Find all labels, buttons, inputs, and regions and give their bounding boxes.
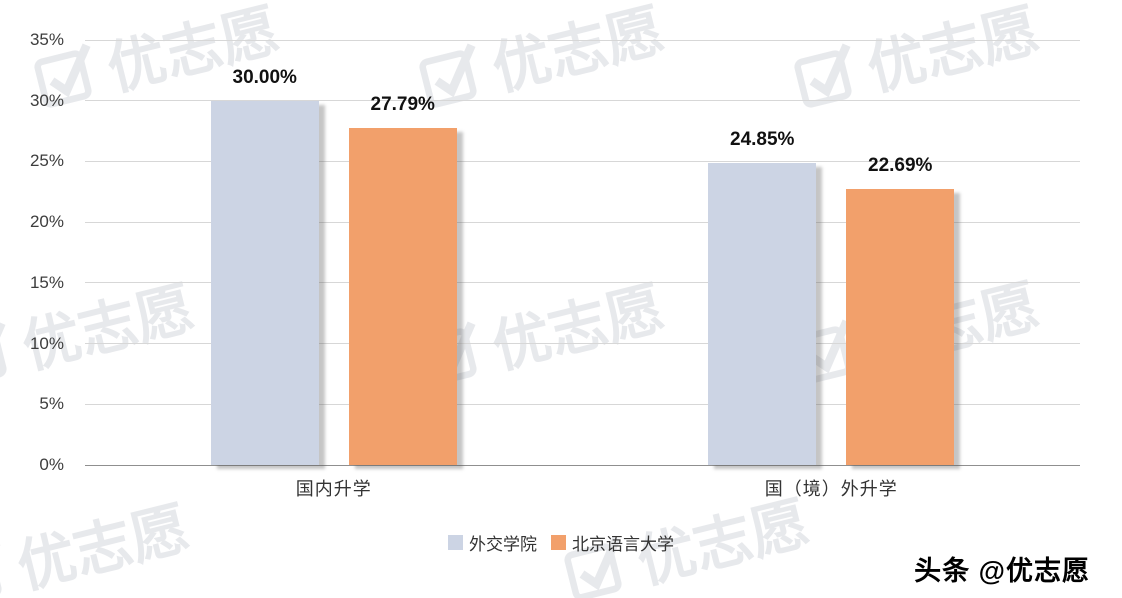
plot-area: 30.00% 27.79% 24.85% 22.69% (85, 39, 1080, 466)
gridline (85, 221, 1080, 223)
gridline (85, 160, 1080, 162)
legend: 外交学院 北京语言大学 (0, 530, 1122, 554)
bar (846, 189, 955, 465)
y-axis: 0% 5% 10% 15% 20% 25% 30% 35% (0, 30, 72, 474)
x-category-label: 国（境）外升学 (764, 479, 898, 499)
y-tick-label: 0% (39, 455, 64, 474)
bar-value-label: 22.69% (868, 155, 933, 177)
y-tick-label: 35% (29, 30, 64, 49)
y-tick-label: 10% (29, 333, 64, 353)
gridline (85, 343, 1080, 345)
legend-item: 北京语言大学 (551, 530, 674, 555)
legend-item: 外交学院 (448, 530, 537, 555)
bar (210, 100, 319, 465)
bar-value-label: 30.00% (232, 66, 297, 88)
legend-label: 外交学院 (469, 534, 537, 554)
x-category-label: 国内升学 (295, 479, 372, 499)
y-tick-label: 30% (29, 90, 64, 110)
y-tick-label: 20% (29, 212, 64, 232)
gridline (85, 464, 1080, 466)
bar-value-label: 27.79% (370, 93, 435, 115)
x-axis: 国内升学 国（境）外升学 (85, 475, 1080, 501)
legend-swatch (448, 534, 463, 550)
bar-value-label: 24.85% (730, 129, 795, 151)
y-tick-label: 5% (39, 394, 64, 414)
bar (708, 163, 817, 465)
gridline (85, 282, 1080, 284)
legend-swatch (551, 534, 566, 550)
gridline (85, 100, 1080, 102)
legend-label: 北京语言大学 (572, 534, 674, 554)
y-tick-label: 15% (29, 272, 64, 292)
bar (348, 127, 457, 465)
footer-credit: 头条 @优志愿 (914, 556, 1090, 586)
y-tick-label: 25% (29, 151, 64, 171)
gridline (85, 403, 1080, 405)
gridline (85, 39, 1080, 41)
